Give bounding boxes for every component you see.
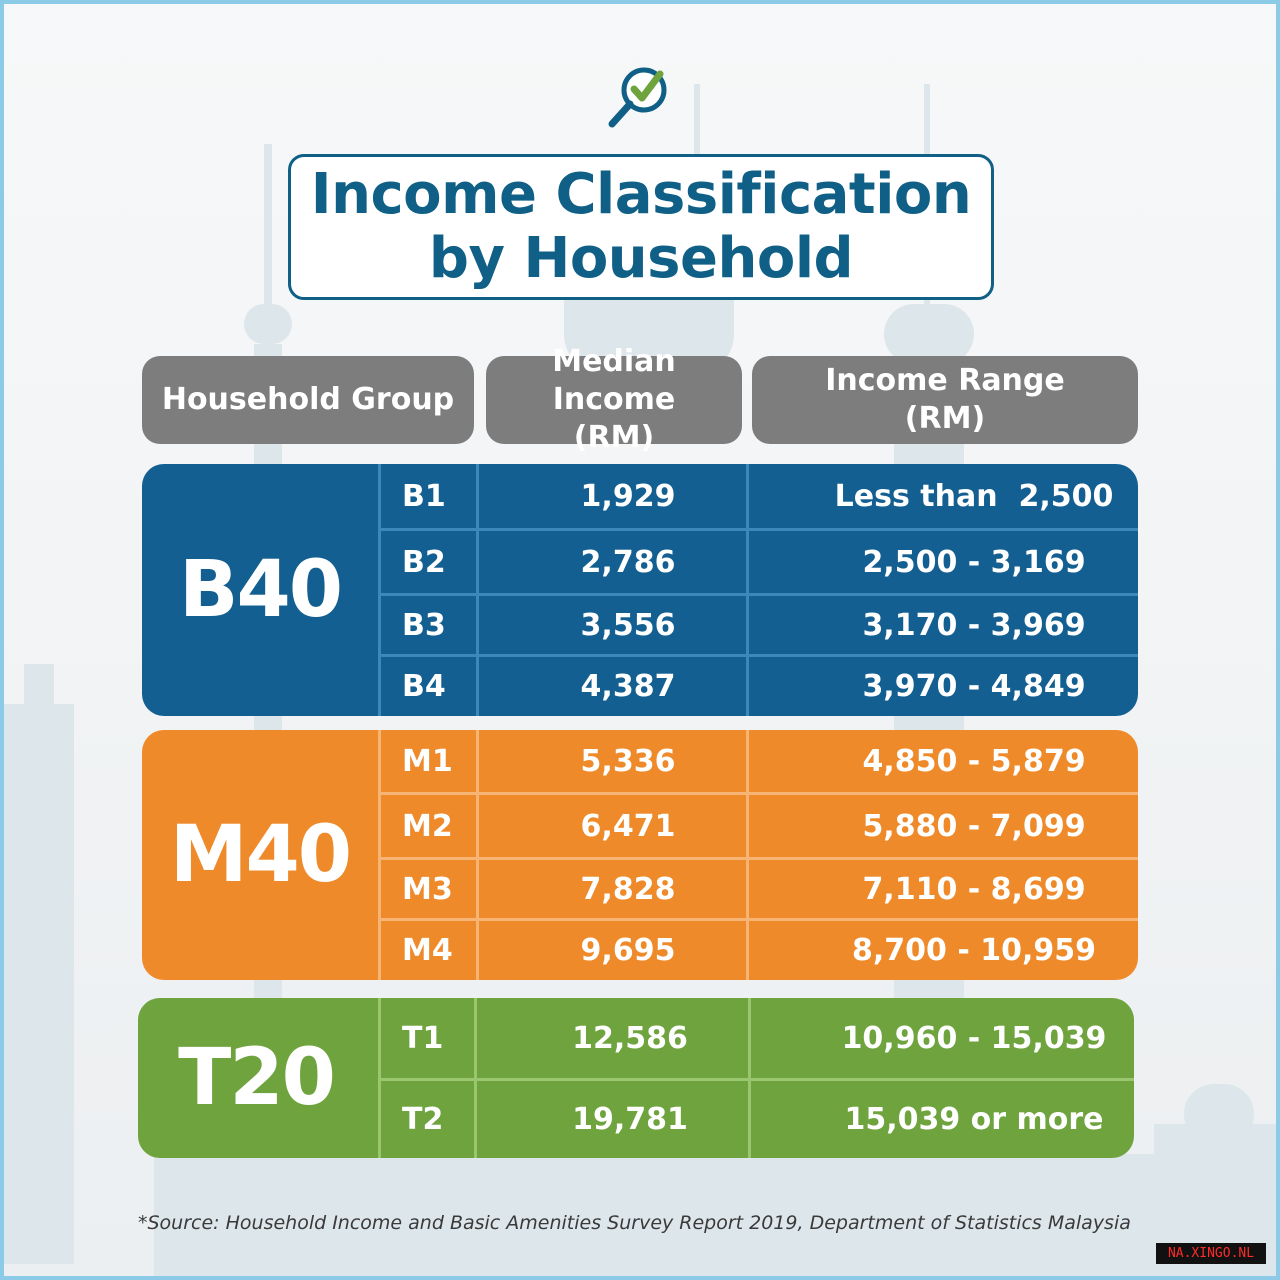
table-row: T2 19,781 15,039 or more (378, 1081, 1134, 1158)
row-range: 15,039 or more (844, 1102, 1104, 1137)
table-row: B2 2,786 2,500 - 3,169 (378, 531, 1138, 593)
row-code: M4 (402, 933, 453, 968)
watermark: NA.XINGO.NL (1156, 1243, 1266, 1264)
divider (378, 730, 381, 980)
divider (378, 654, 1138, 657)
row-code: B2 (402, 544, 446, 580)
divider (378, 918, 1138, 921)
row-median: 12,586 (572, 1020, 688, 1056)
table-row: M3 7,828 7,110 - 8,699 (378, 860, 1138, 918)
row-range: 5,880 - 7,099 (862, 808, 1086, 844)
row-range: 2,500 - 3,169 (862, 544, 1086, 580)
group-label-b40: B40 (179, 545, 343, 635)
header-median-line-1: Median Income (552, 344, 676, 417)
header-median-income: Median Income (RM) (486, 344, 742, 455)
divider (378, 792, 1138, 795)
row-code: B3 (402, 607, 446, 643)
divider (476, 464, 479, 716)
title-box: Income Classification by Household (288, 154, 994, 300)
group-label-m40: M40 (169, 810, 352, 900)
header-median-line-2: (RM) (573, 420, 655, 455)
row-range: 8,700 - 10,959 (852, 933, 1096, 968)
row-median: 3,556 (580, 607, 676, 643)
title-line-2: by Household (428, 226, 854, 291)
row-median: 6,471 (580, 808, 676, 844)
row-median: 4,387 (580, 669, 676, 704)
row-range: 7,110 - 8,699 (862, 871, 1086, 907)
title-line-1: Income Classification (310, 162, 972, 227)
divider (378, 528, 1138, 531)
row-code: B4 (402, 669, 446, 704)
table-row: B3 3,556 3,170 - 3,969 (378, 596, 1138, 654)
group-t20: T20 T1 12,586 10,960 - 15,039 T2 19,781 … (138, 998, 1134, 1158)
table-row: M1 5,336 4,850 - 5,879 (378, 730, 1138, 792)
row-code: B1 (402, 478, 446, 514)
divider (476, 730, 479, 980)
row-range: 3,970 - 4,849 (862, 669, 1086, 704)
row-median: 9,695 (580, 933, 676, 968)
header-household-group-label: Household Group (161, 382, 455, 417)
group-m40: M40 M1 5,336 4,850 - 5,879 M2 6,471 5,88… (142, 730, 1138, 980)
row-code: T1 (402, 1020, 444, 1056)
table-row: B4 4,387 3,970 - 4,849 (378, 657, 1138, 716)
header-household-group: Household Group (142, 356, 474, 444)
row-code: M2 (402, 808, 453, 844)
source-note: *Source: Household Income and Basic Amen… (138, 1212, 1131, 1234)
divider (378, 1078, 1134, 1081)
group-label-t20: T20 (178, 1033, 336, 1123)
divider (746, 730, 749, 980)
row-range: 4,850 - 5,879 (862, 743, 1086, 779)
divider (746, 464, 749, 716)
row-range: 10,960 - 15,039 (841, 1020, 1107, 1056)
row-code: T2 (402, 1102, 444, 1137)
row-code: M3 (402, 871, 453, 907)
row-range: 3,170 - 3,969 (862, 607, 1086, 643)
row-median: 1,929 (580, 478, 676, 514)
row-median: 5,336 (580, 743, 676, 779)
divider (378, 464, 381, 716)
row-code: M1 (402, 743, 453, 779)
table-row: T1 12,586 10,960 - 15,039 (378, 998, 1134, 1078)
row-median: 7,828 (580, 871, 676, 907)
header-range-line-2: (RM) (904, 401, 986, 436)
row-median: 2,786 (580, 544, 676, 580)
table-row: M2 6,471 5,880 - 7,099 (378, 795, 1138, 857)
header-income-range: Income Range (RM) (752, 356, 1138, 444)
header-range-line-1: Income Range (825, 363, 1065, 398)
magnifier-check-icon (608, 67, 667, 128)
divider (378, 857, 1138, 860)
table-row: M4 9,695 8,700 - 10,959 (378, 921, 1138, 980)
divider (378, 593, 1138, 596)
table-row: B1 1,929 Less than 2,500 (378, 464, 1138, 528)
group-b40: B40 B1 1,929 Less than 2,500 B2 2,786 2,… (142, 464, 1138, 716)
row-range: Less than 2,500 (834, 478, 1114, 514)
row-median: 19,781 (572, 1102, 688, 1137)
